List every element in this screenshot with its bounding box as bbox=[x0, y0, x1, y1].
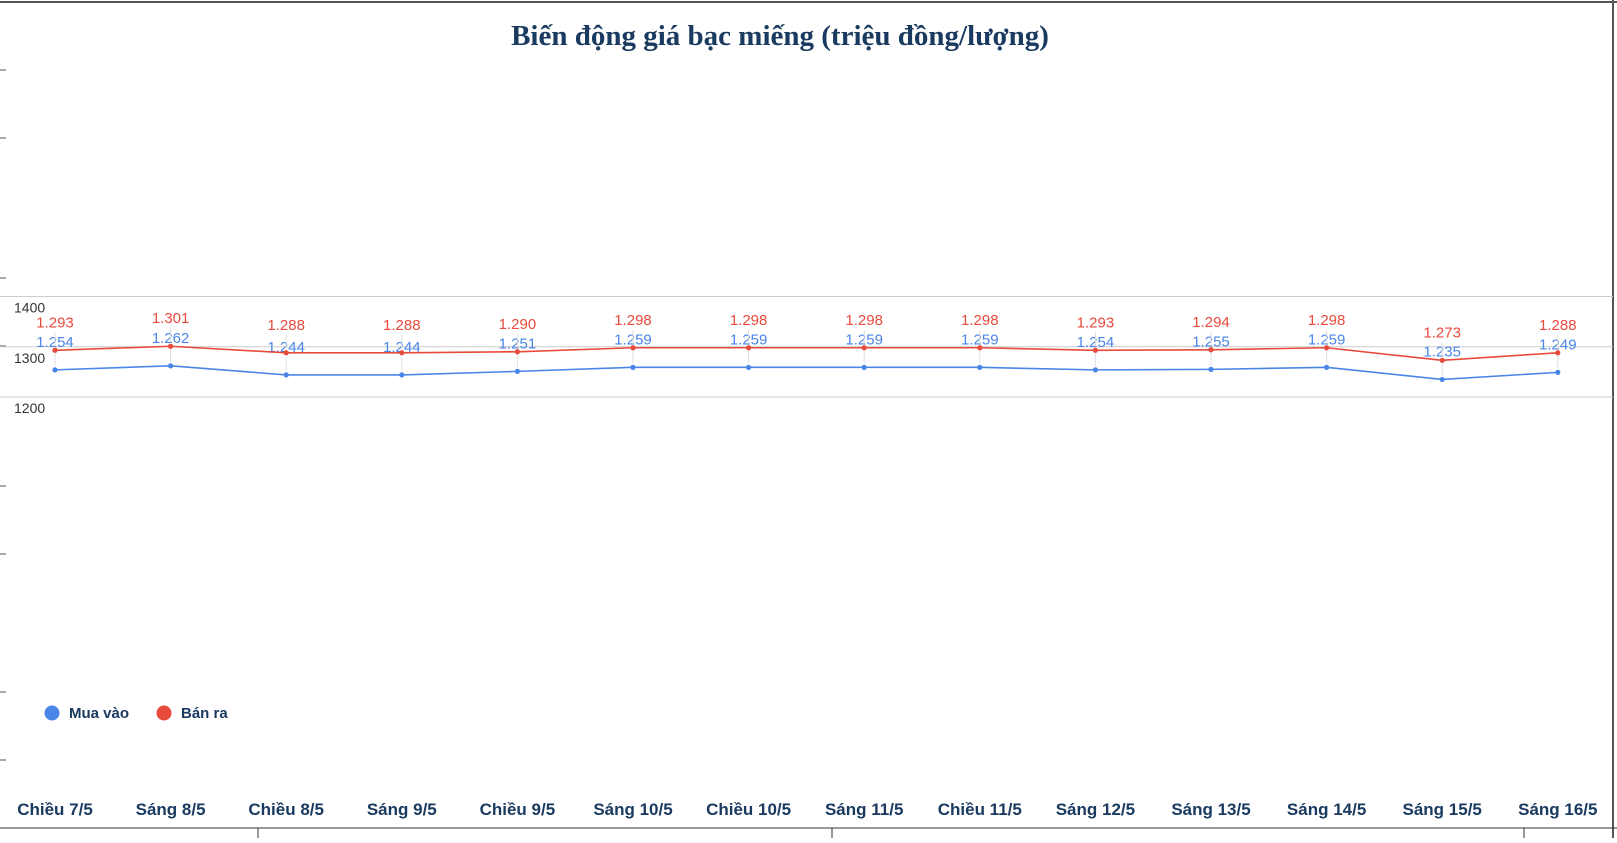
data-point bbox=[1092, 347, 1098, 353]
x-tick-label: Sáng 16/5 bbox=[1518, 800, 1597, 819]
data-label: 1.298 bbox=[1308, 312, 1346, 329]
x-tick-label: Sáng 13/5 bbox=[1171, 800, 1250, 819]
data-label: 1.301 bbox=[152, 310, 190, 327]
data-label: 1.288 bbox=[1539, 317, 1577, 334]
data-label: 1.290 bbox=[499, 316, 537, 333]
y-tick-label: 1200 bbox=[14, 400, 45, 416]
y-tick-label: 1300 bbox=[14, 350, 45, 366]
data-point bbox=[861, 345, 867, 351]
data-point bbox=[1208, 366, 1214, 372]
data-point bbox=[514, 368, 521, 374]
data-label: 1.288 bbox=[383, 317, 421, 334]
data-point bbox=[1555, 350, 1561, 356]
x-tick-label: Sáng 15/5 bbox=[1403, 800, 1482, 819]
data-point bbox=[283, 350, 289, 356]
legend: Mua vào Bán ra bbox=[44, 705, 228, 722]
x-tick-label: Chiều 8/5 bbox=[248, 800, 324, 819]
data-label: 1.288 bbox=[267, 317, 305, 334]
x-tick-label: Sáng 8/5 bbox=[136, 800, 206, 819]
x-tick-label: Chiều 10/5 bbox=[706, 800, 791, 819]
data-point bbox=[52, 347, 58, 353]
x-tick-label: Chiều 11/5 bbox=[938, 800, 1022, 819]
data-point bbox=[52, 367, 58, 373]
data-label: 1.273 bbox=[1423, 324, 1461, 341]
data-point bbox=[1324, 364, 1330, 370]
series-line bbox=[54, 345, 1558, 362]
x-axis: Chiều 7/5 Sáng 8/5 Chiều 8/5 Sáng 9/5 Chiều … bbox=[17, 800, 1597, 838]
x-tick-label: Sáng 11/5 bbox=[825, 800, 903, 819]
data-point bbox=[746, 345, 752, 351]
data-point bbox=[1092, 367, 1098, 373]
legend-label: Mua vào bbox=[69, 705, 129, 722]
series-line bbox=[54, 365, 1558, 381]
chart-title: Biến động giá bạc miếng (triệu đồng/lượn… bbox=[511, 20, 1049, 52]
data-point bbox=[168, 343, 174, 349]
grid-layer: 1400 1300 1200 bbox=[0, 69, 1613, 761]
data-point bbox=[1439, 357, 1445, 363]
data-point bbox=[1555, 369, 1561, 375]
data-point bbox=[630, 345, 636, 351]
x-tick-label: Chiều 7/5 bbox=[17, 800, 93, 819]
x-tick-label: Chiều 9/5 bbox=[480, 800, 556, 819]
data-point bbox=[977, 345, 983, 351]
x-tick-label: Sáng 9/5 bbox=[367, 800, 437, 819]
x-tick-label: Sáng 12/5 bbox=[1056, 800, 1135, 819]
x-tick-label: Sáng 14/5 bbox=[1287, 800, 1366, 819]
data-point bbox=[1208, 347, 1214, 353]
data-point bbox=[514, 349, 521, 355]
data-label: 1.298 bbox=[730, 312, 768, 329]
data-point bbox=[977, 364, 983, 370]
data-point bbox=[861, 364, 867, 370]
data-label: 1.293 bbox=[36, 314, 74, 331]
data-label: 1.298 bbox=[845, 312, 883, 329]
data-point bbox=[283, 372, 289, 378]
data-point bbox=[746, 364, 752, 370]
y-tick-label: 1400 bbox=[14, 300, 45, 316]
legend-label: Bán ra bbox=[181, 705, 228, 722]
legend-marker bbox=[44, 705, 60, 721]
data-point bbox=[168, 363, 174, 369]
x-tick-label: Sáng 10/5 bbox=[593, 800, 672, 819]
data-label: 1.298 bbox=[961, 312, 999, 329]
data-label: 1.293 bbox=[1077, 314, 1115, 331]
data-point bbox=[1439, 376, 1445, 383]
data-point bbox=[630, 364, 636, 370]
data-label: 1.298 bbox=[614, 312, 652, 329]
data-point bbox=[399, 372, 405, 378]
data-point bbox=[1324, 345, 1330, 351]
legend-marker bbox=[156, 705, 172, 721]
data-label: 1.294 bbox=[1192, 314, 1230, 331]
data-point bbox=[399, 350, 405, 356]
